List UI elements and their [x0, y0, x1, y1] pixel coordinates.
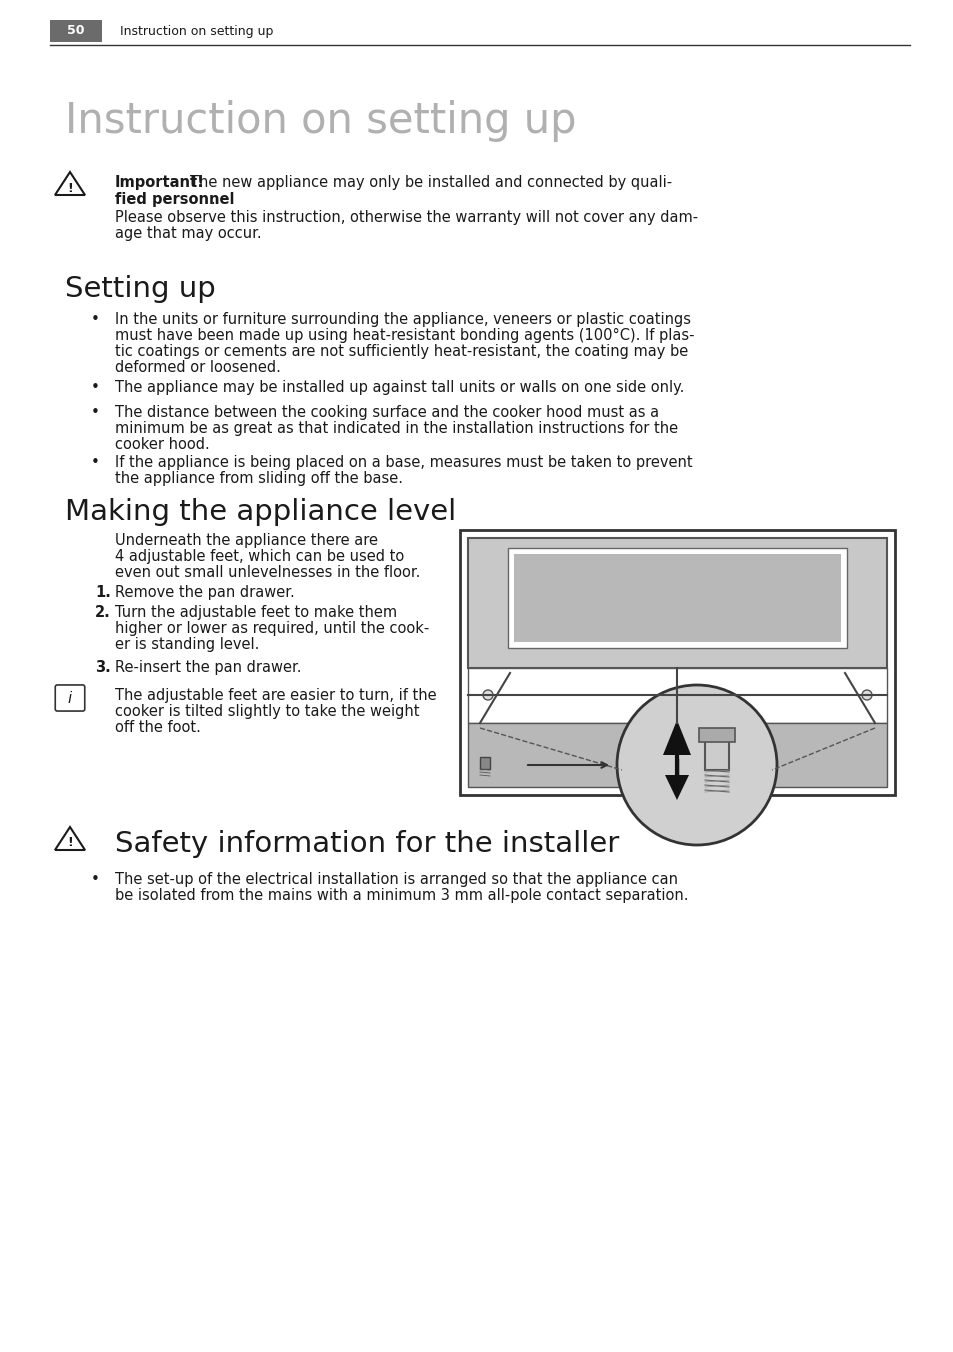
Text: Important!: Important!	[115, 174, 205, 191]
Text: Instruction on setting up: Instruction on setting up	[65, 100, 576, 142]
Text: The new appliance may only be installed and connected by quali-: The new appliance may only be installed …	[190, 174, 672, 191]
Text: The set-up of the electrical installation is arranged so that the appliance can: The set-up of the electrical installatio…	[115, 872, 678, 887]
Text: must have been made up using heat-resistant bonding agents (100°C). If plas-: must have been made up using heat-resist…	[115, 329, 694, 343]
Text: 3.: 3.	[95, 660, 111, 675]
Text: cooker hood.: cooker hood.	[115, 437, 210, 452]
Bar	[459, 530, 894, 795]
Bar	[468, 668, 886, 723]
Text: Setting up: Setting up	[65, 274, 215, 303]
Circle shape	[617, 685, 776, 845]
Text: tic coatings or cements are not sufficiently heat-resistant, the coating may be: tic coatings or cements are not sufficie…	[115, 343, 687, 360]
Text: In the units or furniture surrounding the appliance, veneers or plastic coatings: In the units or furniture surrounding th…	[115, 312, 690, 327]
Text: .: .	[210, 192, 214, 207]
Text: Please observe this instruction, otherwise the warranty will not cover any dam-: Please observe this instruction, otherwi…	[115, 210, 698, 224]
Text: 50: 50	[67, 24, 85, 38]
Bar	[514, 554, 841, 642]
Text: •: •	[91, 406, 99, 420]
Text: •: •	[91, 312, 99, 327]
Polygon shape	[664, 775, 688, 800]
Text: 2.: 2.	[95, 604, 111, 621]
Text: The distance between the cooking surface and the cooker hood must as a: The distance between the cooking surface…	[115, 406, 659, 420]
Text: !: !	[67, 837, 72, 849]
Text: the appliance from sliding off the base.: the appliance from sliding off the base.	[115, 470, 402, 485]
Text: deformed or loosened.: deformed or loosened.	[115, 360, 280, 375]
Bar	[468, 538, 886, 668]
Text: •: •	[91, 456, 99, 470]
Bar	[479, 757, 490, 769]
Text: er is standing level.: er is standing level.	[115, 637, 259, 652]
Text: i: i	[68, 691, 72, 706]
Text: off the foot.: off the foot.	[115, 721, 201, 735]
Text: Instruction on setting up: Instruction on setting up	[120, 24, 274, 38]
Text: Re-insert the pan drawer.: Re-insert the pan drawer.	[115, 660, 301, 675]
Text: minimum be as great as that indicated in the installation instructions for the: minimum be as great as that indicated in…	[115, 420, 678, 435]
Text: be isolated from the mains with a minimum 3 mm all-pole contact separation.: be isolated from the mains with a minimu…	[115, 888, 688, 903]
Text: The adjustable feet are easier to turn, if the: The adjustable feet are easier to turn, …	[115, 688, 436, 703]
Text: higher or lower as required, until the cook-: higher or lower as required, until the c…	[115, 621, 429, 635]
Text: Remove the pan drawer.: Remove the pan drawer.	[115, 585, 294, 600]
Text: Turn the adjustable feet to make them: Turn the adjustable feet to make them	[115, 604, 396, 621]
Text: fied personnel: fied personnel	[115, 192, 234, 207]
Bar	[507, 548, 846, 648]
Text: •: •	[91, 380, 99, 395]
Polygon shape	[662, 721, 690, 754]
Text: 4 adjustable feet, which can be used to: 4 adjustable feet, which can be used to	[115, 549, 404, 564]
Text: age that may occur.: age that may occur.	[115, 226, 261, 241]
Text: even out small unlevelnesses in the floor.: even out small unlevelnesses in the floo…	[115, 565, 420, 580]
Text: 1.: 1.	[95, 585, 111, 600]
Bar	[704, 740, 728, 771]
Text: The appliance may be installed up against tall units or walls on one side only.: The appliance may be installed up agains…	[115, 380, 683, 395]
Text: cooker is tilted slightly to take the weight: cooker is tilted slightly to take the we…	[115, 704, 419, 719]
Circle shape	[862, 690, 871, 700]
Bar	[50, 20, 102, 42]
Text: If the appliance is being placed on a base, measures must be taken to prevent: If the appliance is being placed on a ba…	[115, 456, 692, 470]
FancyBboxPatch shape	[55, 685, 85, 711]
Text: Underneath the appliance there are: Underneath the appliance there are	[115, 533, 377, 548]
Text: Making the appliance level: Making the appliance level	[65, 498, 456, 526]
Text: !: !	[67, 181, 72, 195]
Text: Safety information for the installer: Safety information for the installer	[115, 830, 618, 859]
Text: •: •	[91, 872, 99, 887]
Circle shape	[482, 690, 493, 700]
Bar	[468, 723, 886, 787]
Bar	[699, 727, 734, 742]
